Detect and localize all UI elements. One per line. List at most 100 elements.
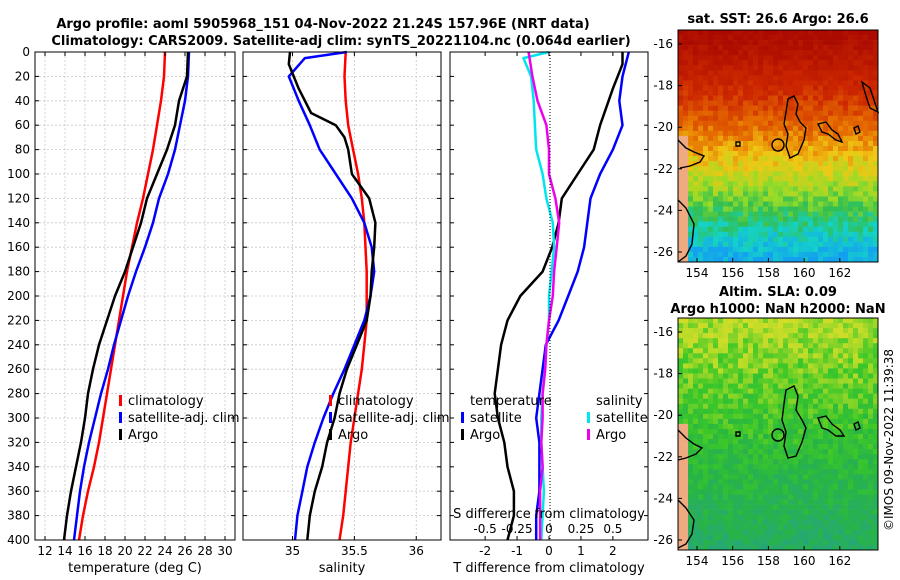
map-cell [828,489,834,495]
map-cell [868,434,874,440]
map-cell [818,231,824,238]
map-cell [818,196,824,202]
map-cell [783,181,789,187]
map-cell [753,318,759,324]
map-cell [688,378,694,384]
map-cell [738,459,744,465]
map-cell [783,60,789,66]
map-cell [813,55,819,61]
map-cell [793,45,799,51]
map-cell [743,353,749,359]
map-cell [738,80,744,86]
map-cell [683,70,689,76]
map-cell [843,474,849,480]
map-cell [823,156,829,162]
map-cell [838,534,844,541]
map-cell [718,75,724,81]
map-cell [753,95,759,101]
map-cell [708,110,714,117]
map-cell [738,241,744,248]
map-cell [793,358,799,364]
map-cell [773,151,779,157]
map-cell [853,105,859,111]
map-cell [718,484,724,490]
map-cell [833,509,839,515]
map-cell [793,60,799,66]
map-cell [688,499,694,505]
map-cell [778,45,784,51]
map-cell [853,494,859,500]
map-cell [823,70,829,76]
map-cell [713,474,719,480]
map-cell [798,383,804,389]
map-cell [808,408,814,415]
map-cell [788,110,794,117]
map-cell [723,151,729,157]
map-cell [683,383,689,389]
map-cell [853,343,859,349]
map-cell [728,176,734,182]
lon-tick-label: 154 [686,554,709,568]
map-cell [708,524,714,531]
map-cell [828,434,834,440]
map-cell [728,100,734,106]
map-cell [868,146,874,152]
map-cell [798,115,804,122]
map-cell [798,256,804,263]
map-cell [823,484,829,490]
map-cell [728,95,734,101]
map-cell [873,338,879,344]
map-cell [763,181,769,187]
map-cell [808,30,814,36]
map-cell [858,55,864,61]
map-cell [873,156,879,162]
map-cell [728,444,734,450]
map-cell [708,474,714,480]
map-cell [743,251,749,258]
map-cell [768,423,774,430]
map-cell [818,529,824,536]
map-cell [803,251,809,258]
map-cell [728,60,734,66]
map-cell [713,358,719,364]
map-cell [678,171,684,177]
map-cell [713,241,719,248]
map-cell [693,348,699,354]
map-cell [698,40,704,46]
map-cell [693,85,699,91]
map-cell [873,90,879,96]
map-cell [853,544,859,551]
map-cell [848,75,854,81]
map-cell [773,348,779,354]
map-cell [773,55,779,61]
map-cell [728,40,734,46]
map-cell [813,256,819,263]
map-cell [813,221,819,227]
map-cell [813,176,819,182]
map-cell [868,45,874,51]
map-cell [753,499,759,505]
map-cell [773,146,779,152]
map-cell [723,353,729,359]
map-cell [843,534,849,541]
map-cell [778,171,784,177]
map-cell [818,201,824,207]
map-cell [793,539,799,546]
map-cell [868,363,874,369]
map-cell [698,393,704,399]
map-cell [843,65,849,71]
map-cell [698,479,704,485]
map-cell [733,241,739,248]
map-cell [688,328,694,334]
map-cell [813,343,819,349]
map-cell [823,474,829,480]
map-cell [868,454,874,460]
map-cell [823,539,829,546]
map-cell [833,449,839,455]
map-cell [783,85,789,91]
map-cell [798,55,804,61]
map-cell [703,196,709,202]
map-cell [693,115,699,122]
map-cell [843,373,849,379]
map-cell [873,499,879,505]
